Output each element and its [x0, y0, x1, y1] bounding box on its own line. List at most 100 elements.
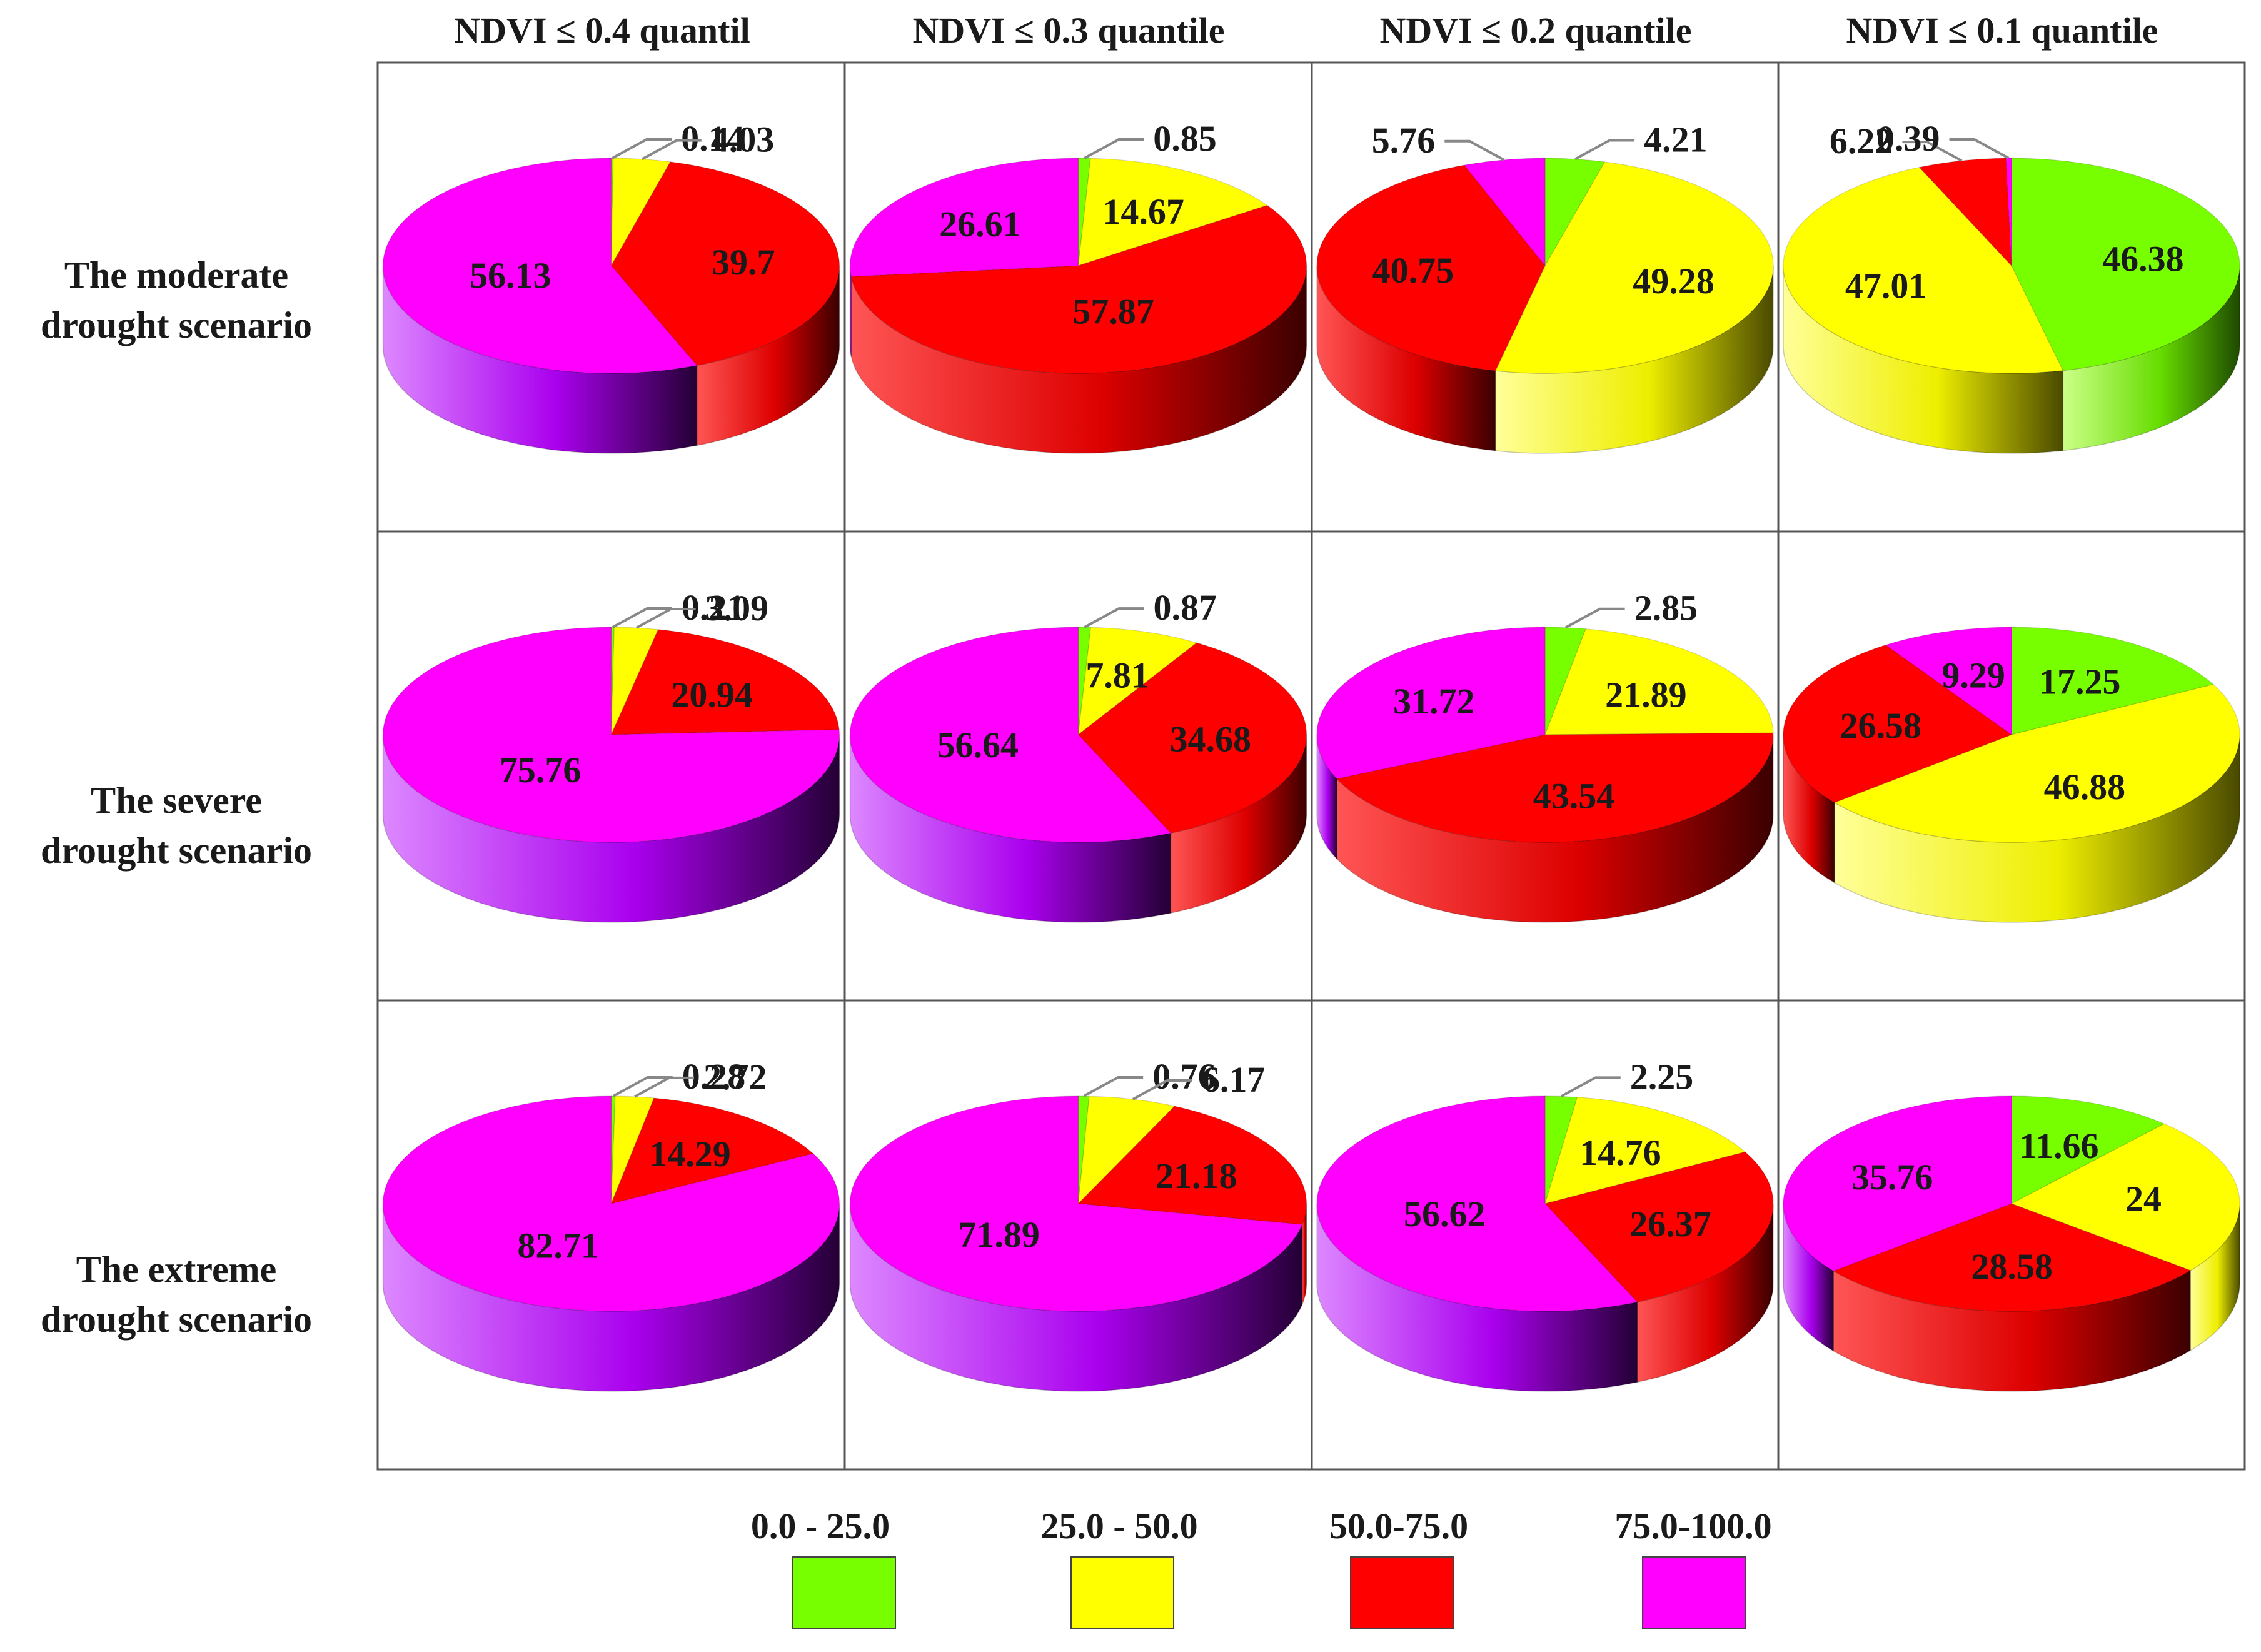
- pie-r3-c1-leader-0-25: [612, 1076, 673, 1097]
- pie-r2-c4-label-75-100: 9.29: [1941, 655, 2005, 695]
- pie-r1-c3-label-25-50: 49.28: [1633, 261, 1715, 301]
- pie-r1-c3-slice-0-25: [1544, 158, 1606, 268]
- row-header-3-line-1: The extreme: [76, 1249, 276, 1290]
- pie-r3-c2-leader-0-25: [1083, 1076, 1144, 1097]
- pie-r1-c1-label-25-50: 4.03: [711, 119, 775, 160]
- legend-swatch-50-75: [1350, 1556, 1454, 1629]
- pie-r2-c1-leader-0-25: [612, 607, 672, 628]
- pie-r1-c3-label-50-75: 40.75: [1372, 250, 1454, 291]
- pie-r3-c2-slice-25-50: [1077, 1095, 1176, 1205]
- pie-r2-c1: 0.213.09 20.94 75.76: [382, 587, 840, 923]
- pie-r2-c4-slice-75-100: [1885, 627, 2012, 736]
- pie-r1-c1-label-75-100: 56.13: [470, 255, 551, 296]
- pie-r2-c2-slice-50-75: [1077, 642, 1307, 834]
- column-header-2: NDVI ≤ 0.3 quantile: [912, 10, 1224, 51]
- pie-r1-c3-leader-0-25: [1574, 139, 1635, 161]
- pie-r1-c3-slice-50-75: [1316, 164, 1546, 371]
- pie-r2-c1-slice-75-100: [382, 627, 840, 843]
- pie-r1-c1-label-0-25: 0.14: [681, 118, 745, 159]
- legend-swatch-25-50: [1070, 1556, 1174, 1629]
- column-header-4: NDVI ≤ 0.1 quantile: [1846, 10, 2158, 51]
- pie-r2-c3-label-75-100: 31.72: [1393, 681, 1475, 722]
- pie-r3-c3-slice-50-75: [1544, 1151, 1774, 1302]
- pie-r1-c4-slice-25-50: [1783, 166, 2064, 374]
- pie-r1-c1-slice-50-75: [610, 161, 840, 366]
- pie-r2-c3-slice-0-25: [1544, 627, 1586, 735]
- pie-r2-c2-label-25-50: 7.81: [1085, 655, 1149, 696]
- pie-r3-c3-slice-0-25: [1544, 1095, 1578, 1204]
- pie-r2-c4-label-50-75: 26.58: [1840, 705, 1921, 746]
- pie-r2-c2-label-50-75: 34.68: [1170, 718, 1252, 759]
- pies-layer: 0.144.03 39.7 56.13 0.85 14.67 57.87 26.61 4.21…: [382, 118, 2240, 1392]
- pie-r1-c1: 0.144.03 39.7 56.13: [382, 118, 840, 454]
- pie-r3-c4-label-0-25: 11.66: [2019, 1126, 2098, 1166]
- pie-r3-c3-label-0-25: 2.25: [1630, 1056, 1694, 1097]
- pie-r1-c2-slice-25-50: [1077, 158, 1268, 266]
- pie-r3-c2-label-25-50: 6.17: [1202, 1059, 1266, 1100]
- pie-r3-c1-label-25-50: 2.72: [703, 1057, 767, 1097]
- pie-r1-c4: 46.38 47.01 6.220.39: [1783, 118, 2240, 454]
- pie-r2-c3-slice-25-50: [1544, 628, 1774, 735]
- pie-r2-c1-label-0-25: 0.21: [682, 587, 745, 628]
- pie-r3-c3: 2.25 14.76 26.37 56.62: [1316, 1056, 1774, 1392]
- column-headers: NDVI ≤ 0.4 quantil NDVI ≤ 0.3 quantile N…: [454, 10, 2158, 51]
- pie-r2-c1-label-25-50: 3.09: [705, 588, 769, 628]
- pie-r3-c4: 11.66 24 28.58 35.76: [1783, 1095, 2240, 1392]
- pie-r2-c3-label-50-75: 43.54: [1533, 775, 1615, 816]
- pie-r1-c4-slice-50-75: [1918, 158, 2012, 267]
- legend-label-50-75: 50.0-75.0: [1329, 1506, 1468, 1546]
- pie-r3-c1-label-50-75: 14.29: [649, 1134, 731, 1174]
- pie-r1-c2-slice-75-100: [849, 158, 1079, 277]
- row-header-3-line-2: drought scenario: [41, 1299, 312, 1340]
- pie-r3-c2-slice-75-100: [849, 1095, 1303, 1312]
- pie-r1-c2-label-75-100: 26.61: [939, 204, 1021, 244]
- pie-r3-c4-slice-50-75: [1832, 1203, 2192, 1312]
- pie-r3-c2-slice-0-25: [1077, 1095, 1090, 1204]
- pie-r1-c2-leader-0-25: [1084, 138, 1144, 159]
- pie-r1-c2-slice-50-75: [850, 204, 1307, 374]
- pie-r1-c3-leader-75-100: [1444, 139, 1505, 161]
- pie-r3-c4-label-75-100: 35.76: [1851, 1157, 1933, 1197]
- pie-r1-c3-label-0-25: 4.21: [1644, 119, 1708, 160]
- pie-r2-c1-label-75-100: 75.76: [500, 750, 582, 790]
- legend-label-0-25: 0.0 - 25.0: [751, 1506, 890, 1546]
- pie-r2-c2: 0.877.81 34.68 56.64: [849, 587, 1307, 923]
- pie-r1-c3-label-75-100: 5.76: [1372, 120, 1436, 161]
- pie-r2-c1-slice-50-75: [610, 629, 840, 735]
- column-header-1: NDVI ≤ 0.4 quantil: [454, 10, 750, 51]
- pie-r2-c4-slice-25-50: [1833, 683, 2240, 843]
- pie-r1-c4-slice-75-100: [2005, 158, 2012, 266]
- pie-r3-c1-label-0-25: 0.28: [682, 1056, 746, 1097]
- pie-r3-c4-slice-25-50: [2010, 1123, 2240, 1271]
- pie-r1-c2: 0.85 14.67 57.87 26.61: [849, 118, 1307, 454]
- pie-r3-c1-label-75-100: 82.71: [517, 1225, 599, 1266]
- pie-r2-c3-slice-50-75: [1336, 732, 1774, 843]
- pie-r2-c2-slice-75-100: [849, 627, 1172, 843]
- pie-r2-c2-side-50-75: [1170, 734, 1307, 914]
- pie-r1-c4-label-25-50: 47.01: [1845, 266, 1927, 306]
- legend-swatch-0-25: [792, 1556, 896, 1629]
- pie-r1-c4-slice-0-25: [2011, 158, 2240, 371]
- row-header-1-line-1: The moderate: [64, 254, 288, 296]
- pie-r1-c4-side-25-50: [1783, 265, 2064, 454]
- pie-r3-c4-slice-75-100: [1783, 1095, 2012, 1272]
- pie-r3-c3-label-75-100: 56.62: [1404, 1194, 1486, 1234]
- pie-r1-c4-label-0-25: 46.38: [2102, 239, 2184, 280]
- row-header-2-line-2: drought scenario: [41, 830, 312, 871]
- pie-r3-c2-slice-50-75: [1077, 1106, 1307, 1226]
- row-header-2-line-1: The severe: [91, 780, 262, 821]
- legend-label-25-50: 25.0 - 50.0: [1040, 1506, 1197, 1546]
- pie-r1-c2-label-50-75: 57.87: [1072, 291, 1154, 332]
- pie-r3-c4-label-50-75: 28.58: [1971, 1246, 2053, 1287]
- pie-r2-c1-leader-25-50: [635, 608, 696, 629]
- pie-r1-c2-slice-0-25: [1077, 158, 1091, 266]
- pie-r1-c4-label-50-75: 6.22: [1830, 121, 1893, 161]
- legend-swatch-75-100: [1642, 1556, 1746, 1629]
- pie-r1-c4-label-75-100: 0.39: [1876, 118, 1940, 159]
- column-header-3: NDVI ≤ 0.2 quantile: [1379, 10, 1691, 51]
- pie-r3-c3-label-25-50: 14.76: [1579, 1132, 1661, 1173]
- pie-r2-c3: 2.85 21.89 43.54 31.72: [1316, 588, 1774, 923]
- pie-r1-c1-slice-75-100: [382, 158, 698, 374]
- pie-r3-c3-leader-0-25: [1560, 1076, 1621, 1098]
- legend: 0.0 - 25.0 25.0 - 50.0 50.0-75.0 75.0-10…: [751, 1506, 1772, 1629]
